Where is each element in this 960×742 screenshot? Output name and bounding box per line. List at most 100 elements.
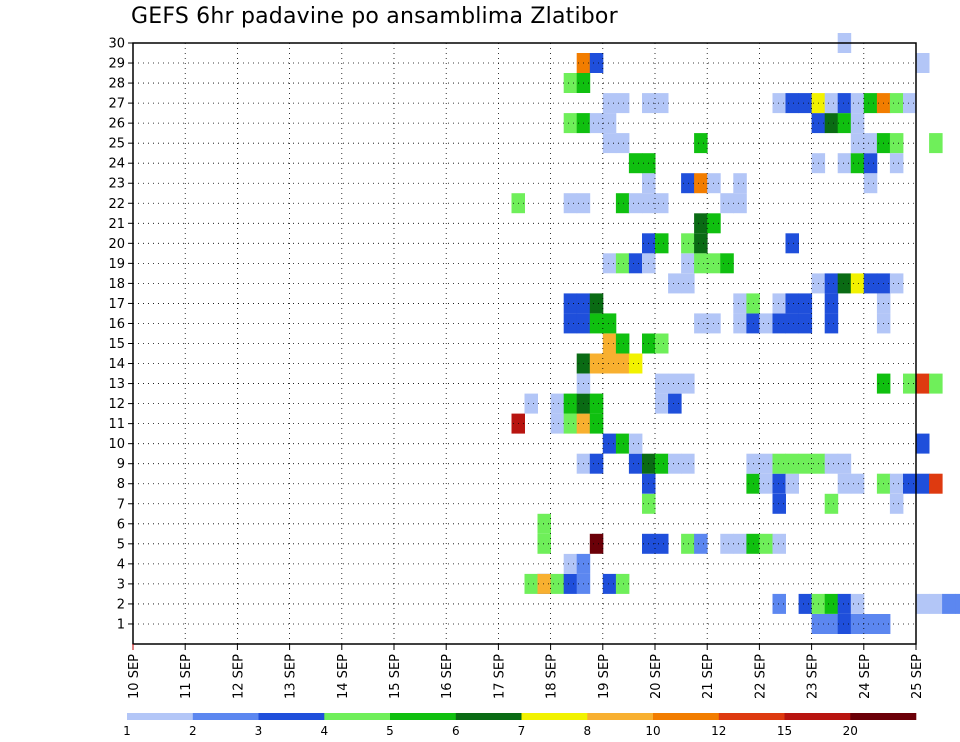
heatmap-cell — [720, 253, 734, 274]
heatmap-cell — [850, 113, 865, 134]
colorbar-label: 20 — [843, 724, 858, 738]
heatmap-cell — [550, 573, 565, 594]
y-tick-label: 15 — [108, 337, 125, 352]
heatmap-cell — [824, 614, 839, 634]
heatmap-cell — [694, 233, 708, 254]
heatmap-cell — [824, 293, 839, 314]
heatmap-cell — [694, 253, 708, 274]
heatmap-cell — [563, 553, 578, 574]
heatmap-cell — [694, 533, 708, 554]
heatmap-cell — [694, 313, 708, 334]
heatmap-cell — [929, 373, 943, 394]
chart-title: GEFS 6hr padavine po ansamblima Zlatibor — [131, 4, 618, 29]
heatmap-cell — [602, 433, 617, 454]
colorbar-label: 1 — [123, 724, 131, 738]
heatmap-cell — [615, 333, 630, 354]
y-tick-label: 16 — [108, 317, 125, 332]
y-tick-label: 7 — [117, 497, 125, 512]
heatmap-cell — [798, 313, 813, 334]
x-tick-label: 17 SEP — [492, 654, 507, 699]
heatmap-cell — [628, 153, 643, 174]
x-tick-label: 25 SEP — [910, 654, 925, 699]
colorbar-label: 2 — [189, 724, 197, 738]
heatmap-cell — [785, 293, 799, 314]
heatmap-cell — [837, 453, 852, 474]
heatmap-cell — [589, 313, 604, 334]
y-tick-label: 23 — [108, 177, 125, 192]
heatmap-cell — [824, 273, 839, 294]
heatmap-cell — [785, 473, 799, 494]
heatmap-cell — [785, 313, 799, 334]
heatmap-cell — [628, 253, 643, 274]
heatmap-cell — [589, 453, 604, 474]
heatmap-cell — [589, 53, 604, 73]
y-tick-label: 26 — [108, 117, 125, 132]
heatmap-cell — [628, 433, 643, 454]
x-tick-label: 23 SEP — [806, 654, 821, 699]
x-tick-label: 22 SEP — [753, 654, 768, 699]
heatmap-cell — [615, 133, 630, 154]
y-tick-label: 10 — [108, 437, 125, 452]
heatmap-cell — [772, 493, 786, 514]
heatmap-cell — [655, 453, 669, 474]
y-tick-label: 22 — [108, 197, 125, 212]
heatmap-cell — [916, 593, 930, 614]
x-tick-label: 15 SEP — [388, 654, 403, 699]
heatmap-cell — [824, 113, 839, 134]
heatmap-cell — [955, 593, 960, 614]
heatmap-cell — [668, 373, 682, 394]
heatmap-cell — [563, 113, 578, 134]
heatmap-cell — [916, 373, 930, 394]
heatmap-cell — [615, 253, 630, 274]
colorbar-segment — [587, 713, 654, 720]
heatmap-cell — [889, 273, 904, 294]
heatmap-cell — [694, 173, 708, 194]
heatmap-cell — [929, 593, 943, 614]
heatmap-cell — [537, 513, 551, 534]
heatmap-cell — [524, 393, 538, 414]
heatmap-cell — [720, 193, 734, 214]
heatmap-cell — [889, 153, 904, 174]
heatmap-cell — [824, 93, 839, 114]
heatmap-cell — [615, 93, 630, 114]
colorbar-label: 4 — [320, 724, 328, 738]
heatmap-cell — [655, 393, 669, 414]
heatmap-cell — [759, 453, 773, 474]
heatmap-cell — [694, 213, 708, 234]
heatmap-cell — [850, 153, 865, 174]
colorbar-label: 3 — [255, 724, 263, 738]
heatmap-cell — [916, 53, 930, 73]
x-tick-label: 14 SEP — [336, 654, 351, 699]
heatmap-cell — [589, 293, 604, 314]
heatmap-cell — [850, 473, 865, 494]
x-tick-label: 21 SEP — [701, 654, 716, 699]
heatmap-cell — [602, 133, 617, 154]
colorbar-segment — [258, 713, 325, 720]
y-tick-label: 27 — [108, 97, 125, 112]
heatmap-cell — [772, 313, 786, 334]
heatmap-cell — [589, 533, 604, 554]
heatmap-cell — [942, 593, 956, 614]
heatmap-cell — [916, 473, 930, 494]
heatmap-cell — [589, 113, 604, 134]
heatmap-cell — [655, 233, 669, 254]
colorbar-segment — [455, 713, 522, 720]
heatmap-cell — [889, 493, 904, 514]
colorbar-segment — [718, 713, 785, 720]
heatmap-cell — [759, 473, 773, 494]
heatmap-cell — [563, 73, 578, 93]
heatmap-cell — [615, 353, 630, 374]
colorbar-label: 6 — [452, 724, 460, 738]
heatmap-cell — [785, 453, 799, 474]
heatmap-cell — [837, 93, 852, 114]
heatmap-cell — [824, 453, 839, 474]
y-tick-label: 8 — [117, 477, 125, 492]
y-tick-label: 28 — [108, 77, 125, 92]
colorbar-label: 7 — [518, 724, 526, 738]
x-tick-label: 16 SEP — [440, 654, 455, 699]
y-tick-label: 12 — [108, 397, 125, 412]
x-tick-label: 18 SEP — [545, 654, 560, 699]
y-tick-label: 14 — [108, 357, 125, 372]
heatmap-cell — [681, 273, 695, 294]
colorbar-label: 12 — [711, 724, 726, 738]
